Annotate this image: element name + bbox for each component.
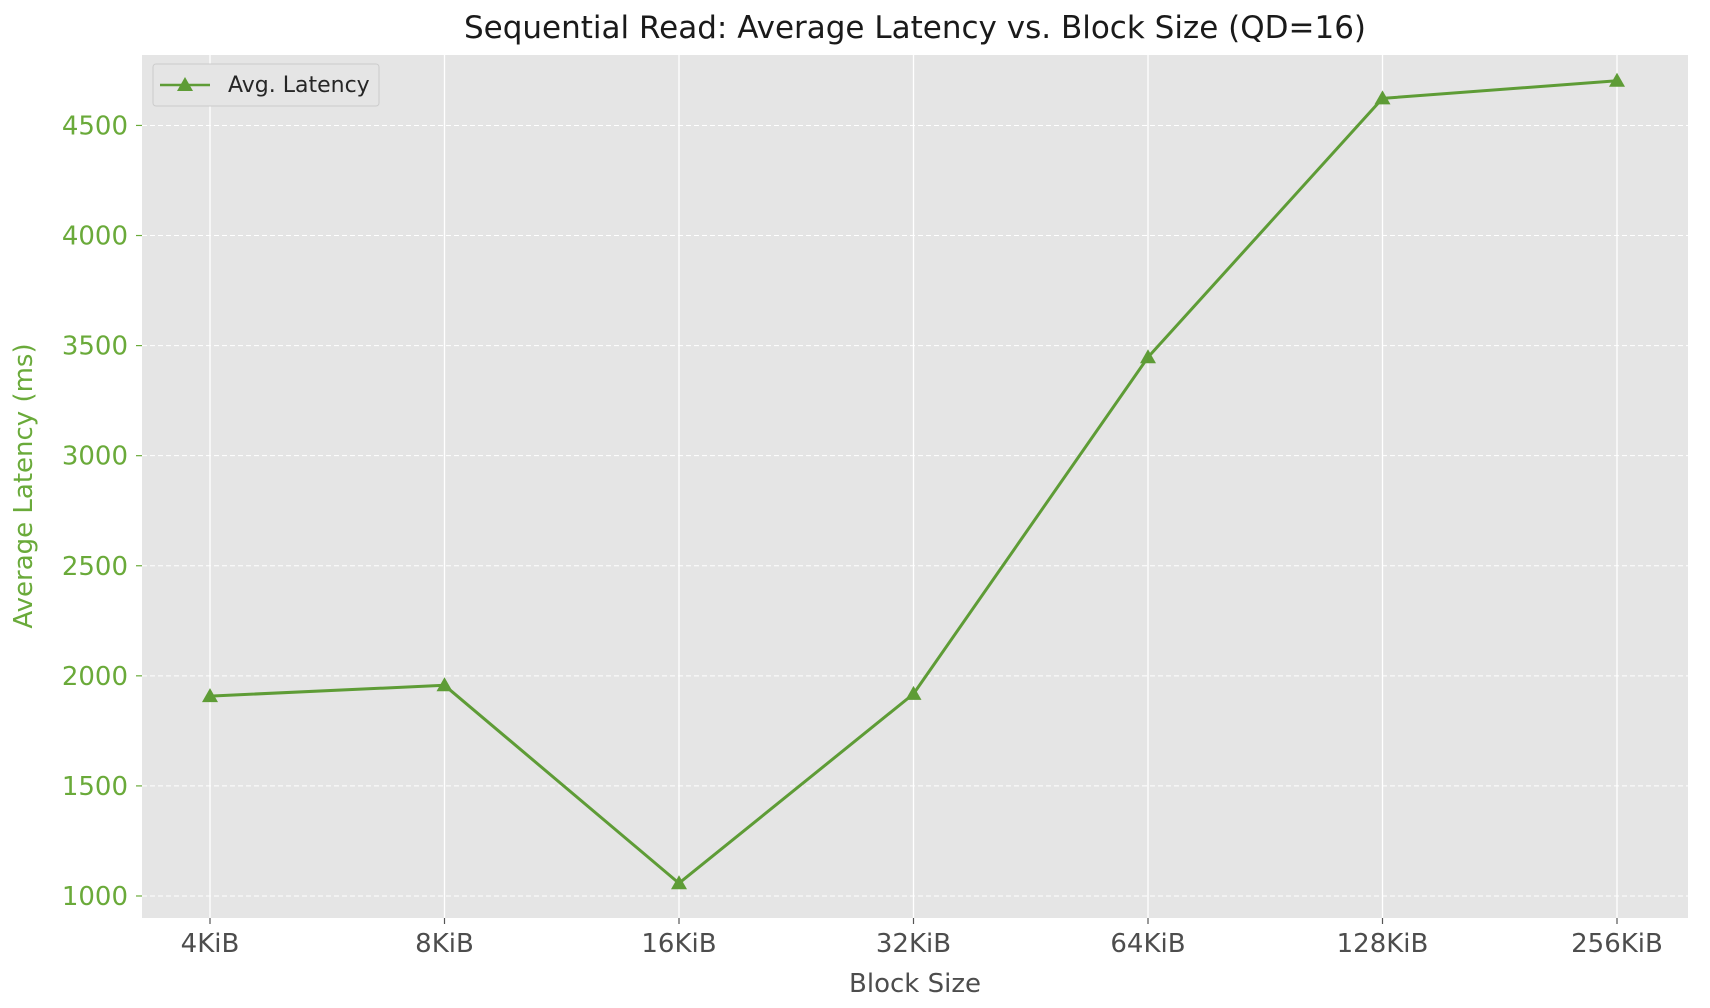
x-tick-label: 128KiB	[1337, 929, 1429, 959]
x-tick-label: 64KiB	[1110, 929, 1185, 959]
legend-label: Avg. Latency	[228, 73, 370, 98]
y-tick-label: 1000	[62, 882, 128, 912]
legend: Avg. Latency	[152, 63, 380, 107]
data-point	[905, 685, 922, 700]
legend-triangle-icon	[177, 77, 193, 91]
x-tick-label: 32KiB	[876, 929, 951, 959]
x-tick-label: 4KiB	[181, 929, 240, 959]
y-tick-label: 3500	[62, 332, 128, 362]
x-tick-label: 16KiB	[641, 929, 716, 959]
x-axis-label: Block Size	[849, 969, 981, 999]
data-point	[1140, 349, 1156, 364]
x-tick-label: 8KiB	[415, 929, 474, 959]
data-point	[202, 688, 218, 703]
grid-lines	[142, 55, 1688, 918]
data-point	[1609, 72, 1625, 87]
chart-title: Sequential Read: Average Latency vs. Blo…	[464, 10, 1366, 46]
data-point	[1374, 90, 1391, 105]
y-tick-label: 2000	[62, 662, 128, 692]
y-tick-label: 1500	[62, 772, 128, 802]
y-tick-label: 2500	[62, 552, 128, 582]
y-axis-label: Average Latency (ms)	[9, 343, 39, 628]
legend-box	[152, 63, 380, 107]
data-point	[671, 875, 687, 890]
y-tick-label: 4000	[62, 222, 128, 252]
plot-background	[142, 55, 1688, 918]
data-point	[436, 677, 453, 692]
y-tick-label: 3000	[62, 442, 128, 472]
y-tick-label: 4500	[62, 111, 128, 141]
series-layer	[202, 72, 1625, 890]
axis-ticks: 4KiB 8KiB 16KiB 32KiB 64KiB 128KiB 256KiB 1000 1…	[62, 111, 1663, 959]
x-tick-label: 256KiB	[1571, 929, 1663, 959]
